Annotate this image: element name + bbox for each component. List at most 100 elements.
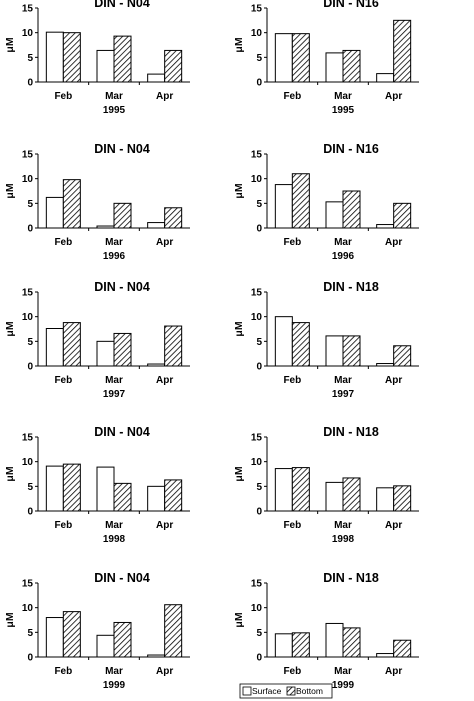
panel-6: DIN - N18 μM 0 5 10 15 Feb Mar Apr 1997: [233, 280, 419, 400]
y-axis-label: μM: [4, 321, 16, 336]
x-tick-label: Mar: [334, 91, 352, 102]
y-tick-label: 5: [256, 482, 262, 493]
bar-bottom-feb: [62, 611, 81, 658]
y-tick-label: 5: [27, 337, 33, 348]
bar-surface-apr: [376, 73, 395, 83]
x-tick-label: Apr: [385, 375, 402, 386]
y-tick-label: 15: [251, 579, 263, 590]
x-axis-label-year: 1997: [103, 389, 126, 400]
y-tick-label: 10: [22, 174, 34, 185]
x-tick-label: Mar: [105, 666, 123, 677]
y-tick-label: 5: [256, 337, 262, 348]
bar-bottom-mar: [113, 621, 132, 658]
bar-surface-feb: [274, 184, 293, 229]
y-tick-label: 10: [251, 457, 263, 468]
bar-bottom-mar: [342, 190, 361, 229]
bar-surface-mar: [96, 225, 115, 229]
bar-surface-apr: [376, 363, 395, 367]
bar-bottom-mar: [113, 332, 132, 367]
bar-surface-mar: [96, 49, 115, 83]
y-tick-label: 15: [22, 433, 34, 444]
bar-bottom-feb: [62, 463, 81, 512]
y-tick-label: 5: [27, 53, 33, 64]
bar-bottom-apr: [393, 639, 412, 658]
x-tick-label: Apr: [385, 666, 402, 677]
bar-bottom-apr: [393, 345, 412, 367]
x-tick-label: Mar: [105, 520, 123, 531]
bar-bottom-apr: [164, 479, 183, 512]
panel-4: DIN - N16 μM 0 5 10 15 Feb Mar Apr 1996: [233, 142, 419, 262]
bar-bottom-feb: [291, 467, 310, 512]
y-tick-label: 5: [27, 199, 33, 210]
x-tick-label: Feb: [283, 237, 301, 248]
y-tick-label: 15: [22, 4, 34, 15]
x-tick-label: Feb: [283, 91, 301, 102]
y-axis-label: μM: [4, 466, 16, 481]
bar-surface-feb: [45, 31, 64, 83]
y-tick-label: 0: [256, 78, 262, 89]
y-tick-label: 10: [251, 603, 263, 614]
y-tick-label: 0: [27, 653, 33, 664]
y-tick-label: 15: [22, 579, 34, 590]
y-tick-label: 10: [22, 312, 34, 323]
bar-bottom-apr: [164, 49, 183, 83]
x-tick-label: Apr: [156, 91, 173, 102]
bar-bottom-mar: [113, 482, 132, 512]
bar-surface-mar: [325, 201, 344, 229]
bar-bottom-feb: [62, 32, 81, 83]
x-tick-label: Apr: [156, 237, 173, 248]
y-tick-label: 10: [22, 28, 34, 39]
x-tick-label: Mar: [334, 520, 352, 531]
bar-bottom-apr: [393, 485, 412, 512]
y-tick-label: 0: [256, 224, 262, 235]
bar-bottom-mar: [342, 335, 361, 367]
x-tick-label: Mar: [334, 666, 352, 677]
x-tick-label: Feb: [54, 91, 72, 102]
y-axis-label: μM: [233, 612, 245, 627]
legend-swatch-bottom: [286, 686, 296, 696]
bar-surface-feb: [45, 465, 64, 512]
bar-bottom-mar: [342, 49, 361, 83]
bar-surface-apr: [376, 487, 395, 512]
y-tick-label: 15: [251, 4, 263, 15]
panel-9: DIN - N04 μM 0 5 10 15 Feb Mar Apr 1999: [4, 571, 190, 691]
bar-surface-mar: [325, 622, 344, 658]
x-tick-label: Mar: [105, 237, 123, 248]
x-tick-label: Apr: [156, 375, 173, 386]
x-axis-label-year: 1999: [332, 680, 355, 691]
bar-bottom-apr: [164, 604, 183, 658]
bar-surface-mar: [325, 481, 344, 512]
y-tick-label: 10: [251, 28, 263, 39]
bar-bottom-feb: [291, 632, 310, 658]
x-axis-label-year: 1995: [332, 105, 355, 116]
x-tick-label: Apr: [385, 91, 402, 102]
x-tick-label: Feb: [54, 520, 72, 531]
panel-title: DIN - N04: [94, 0, 150, 10]
legend-swatch-surface: [242, 686, 252, 696]
x-tick-label: Apr: [156, 666, 173, 677]
y-tick-label: 15: [251, 150, 263, 161]
bar-bottom-mar: [113, 35, 132, 83]
bar-bottom-feb: [291, 322, 310, 367]
x-tick-label: Mar: [334, 375, 352, 386]
panel-title: DIN - N18: [323, 571, 379, 585]
panel-10: DIN - N18 μM 0 5 10 15 Feb Mar Apr 1999: [233, 571, 419, 691]
bar-surface-apr: [376, 653, 395, 658]
bar-bottom-apr: [393, 19, 412, 83]
x-tick-label: Apr: [385, 237, 402, 248]
y-tick-label: 5: [27, 628, 33, 639]
x-axis-label-year: 1999: [103, 680, 126, 691]
bar-surface-apr: [147, 363, 166, 367]
bar-surface-mar: [325, 335, 344, 367]
x-tick-label: Feb: [54, 375, 72, 386]
x-axis-label-year: 1998: [332, 534, 355, 545]
panel-title: DIN - N04: [94, 425, 150, 439]
y-tick-label: 0: [27, 507, 33, 518]
x-tick-label: Apr: [156, 520, 173, 531]
bar-bottom-mar: [113, 202, 132, 229]
panel-title: DIN - N04: [94, 571, 150, 585]
x-tick-label: Feb: [54, 666, 72, 677]
y-tick-label: 10: [251, 174, 263, 185]
x-axis-label-year: 1997: [332, 389, 355, 400]
y-tick-label: 5: [256, 53, 262, 64]
